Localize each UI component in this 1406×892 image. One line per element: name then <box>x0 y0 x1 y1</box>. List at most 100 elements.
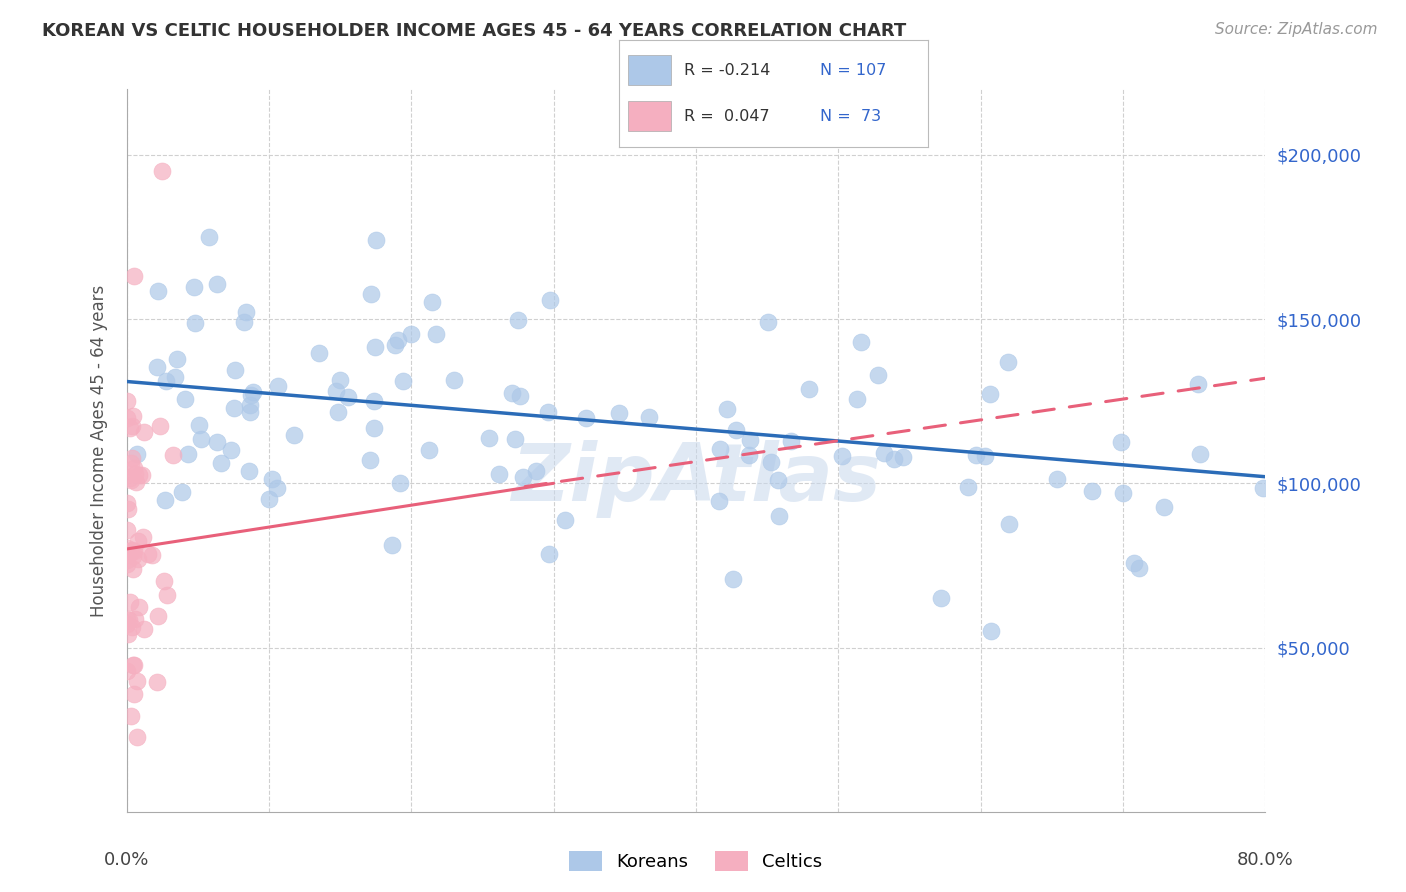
Point <box>329 373 352 387</box>
Point <box>242 385 264 400</box>
Point <box>1122 556 1144 570</box>
Point <box>224 363 246 377</box>
Point <box>124 687 146 701</box>
Point <box>957 480 980 494</box>
Point <box>162 448 184 462</box>
Point <box>418 442 440 457</box>
Point <box>124 475 146 490</box>
Point <box>363 421 385 435</box>
Point <box>122 658 145 673</box>
Point <box>537 405 560 419</box>
Point <box>512 470 534 484</box>
Point <box>115 664 138 678</box>
Point <box>148 609 170 624</box>
Text: ZipAtlas: ZipAtlas <box>510 441 882 518</box>
Point <box>965 448 987 462</box>
Point <box>1046 472 1069 486</box>
Point <box>122 460 145 475</box>
Point <box>845 392 868 406</box>
Point <box>336 390 359 404</box>
Point <box>115 394 138 409</box>
Point <box>716 401 738 416</box>
Point <box>124 467 146 481</box>
Point <box>866 368 889 382</box>
Point <box>266 481 288 495</box>
Point <box>127 731 149 745</box>
Point <box>122 409 145 423</box>
Point <box>121 543 143 558</box>
Point <box>150 164 173 178</box>
Point <box>166 351 188 366</box>
Point <box>115 544 138 558</box>
Point <box>121 418 143 433</box>
Point <box>381 538 404 552</box>
Point <box>997 517 1019 532</box>
Point <box>422 294 444 309</box>
Point <box>138 547 160 561</box>
Point <box>115 617 138 632</box>
Point <box>120 709 142 723</box>
Point <box>1153 500 1175 514</box>
Point <box>1109 435 1132 450</box>
Point <box>155 493 177 508</box>
Point <box>1188 447 1211 461</box>
Point <box>239 398 262 412</box>
Point <box>145 674 167 689</box>
Point <box>831 449 853 463</box>
Point <box>759 455 782 469</box>
Point <box>174 392 197 407</box>
Point <box>974 450 997 464</box>
Point <box>363 394 385 409</box>
Point <box>554 513 576 527</box>
Point <box>780 434 803 448</box>
Point <box>128 600 150 615</box>
Point <box>328 405 350 419</box>
Point <box>721 572 744 586</box>
Point <box>145 360 167 375</box>
Point <box>979 387 1001 401</box>
Text: 80.0%: 80.0% <box>1237 852 1294 870</box>
Point <box>197 229 219 244</box>
Point <box>756 315 779 329</box>
Point <box>709 442 731 456</box>
Point <box>115 553 138 567</box>
Point <box>478 431 501 445</box>
Point <box>232 315 254 329</box>
Point <box>122 269 145 284</box>
Y-axis label: Householder Income Ages 45 - 64 years: Householder Income Ages 45 - 64 years <box>90 285 108 616</box>
Point <box>501 386 523 401</box>
Point <box>738 448 761 462</box>
Bar <box>628 55 671 85</box>
Point <box>387 333 409 347</box>
Point <box>725 423 748 437</box>
Point <box>325 384 347 398</box>
Point <box>797 383 820 397</box>
Point <box>149 418 172 433</box>
Point <box>575 410 598 425</box>
Point <box>125 447 148 461</box>
Point <box>155 374 177 388</box>
Point <box>891 450 914 464</box>
Point <box>240 388 263 402</box>
Point <box>118 421 141 435</box>
Point <box>115 557 138 571</box>
Legend: Koreans, Celtics: Koreans, Celtics <box>569 852 823 871</box>
Point <box>120 456 142 470</box>
Point <box>392 375 415 389</box>
Point <box>115 541 138 555</box>
Point <box>117 496 139 510</box>
Point <box>1112 486 1135 500</box>
Point <box>183 316 205 330</box>
Point <box>183 280 205 294</box>
Point <box>308 346 330 360</box>
Text: R = -0.214: R = -0.214 <box>683 62 770 78</box>
Point <box>506 313 529 327</box>
Text: N = 107: N = 107 <box>820 62 886 78</box>
Point <box>488 467 510 482</box>
Point <box>259 492 281 507</box>
Point <box>141 548 163 562</box>
Point <box>224 401 246 416</box>
Point <box>709 494 731 508</box>
Text: N =  73: N = 73 <box>820 109 880 124</box>
Point <box>883 452 905 467</box>
